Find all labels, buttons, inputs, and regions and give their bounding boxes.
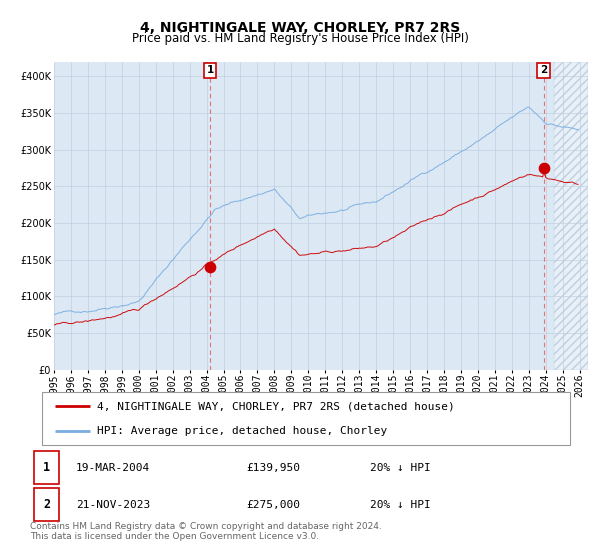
Text: 4, NIGHTINGALE WAY, CHORLEY, PR7 2RS: 4, NIGHTINGALE WAY, CHORLEY, PR7 2RS [140,21,460,35]
FancyBboxPatch shape [34,488,59,521]
Point [539,164,548,172]
Text: £275,000: £275,000 [246,500,300,510]
Text: 2: 2 [540,66,547,76]
FancyBboxPatch shape [42,392,570,445]
Text: 1: 1 [43,461,50,474]
Text: HPI: Average price, detached house, Chorley: HPI: Average price, detached house, Chor… [97,426,388,436]
Text: 2: 2 [43,498,50,511]
Text: 20% ↓ HPI: 20% ↓ HPI [370,463,431,473]
Text: Contains HM Land Registry data © Crown copyright and database right 2024.
This d: Contains HM Land Registry data © Crown c… [30,522,382,542]
Bar [554,62,588,370]
Text: Price paid vs. HM Land Registry's House Price Index (HPI): Price paid vs. HM Land Registry's House … [131,32,469,45]
Text: 20% ↓ HPI: 20% ↓ HPI [370,500,431,510]
Text: 1: 1 [206,66,214,76]
Text: £139,950: £139,950 [246,463,300,473]
Point [205,263,215,272]
Text: 4, NIGHTINGALE WAY, CHORLEY, PR7 2RS (detached house): 4, NIGHTINGALE WAY, CHORLEY, PR7 2RS (de… [97,402,455,412]
Text: 21-NOV-2023: 21-NOV-2023 [76,500,150,510]
Bar [554,62,588,370]
FancyBboxPatch shape [34,451,59,484]
Text: 19-MAR-2004: 19-MAR-2004 [76,463,150,473]
